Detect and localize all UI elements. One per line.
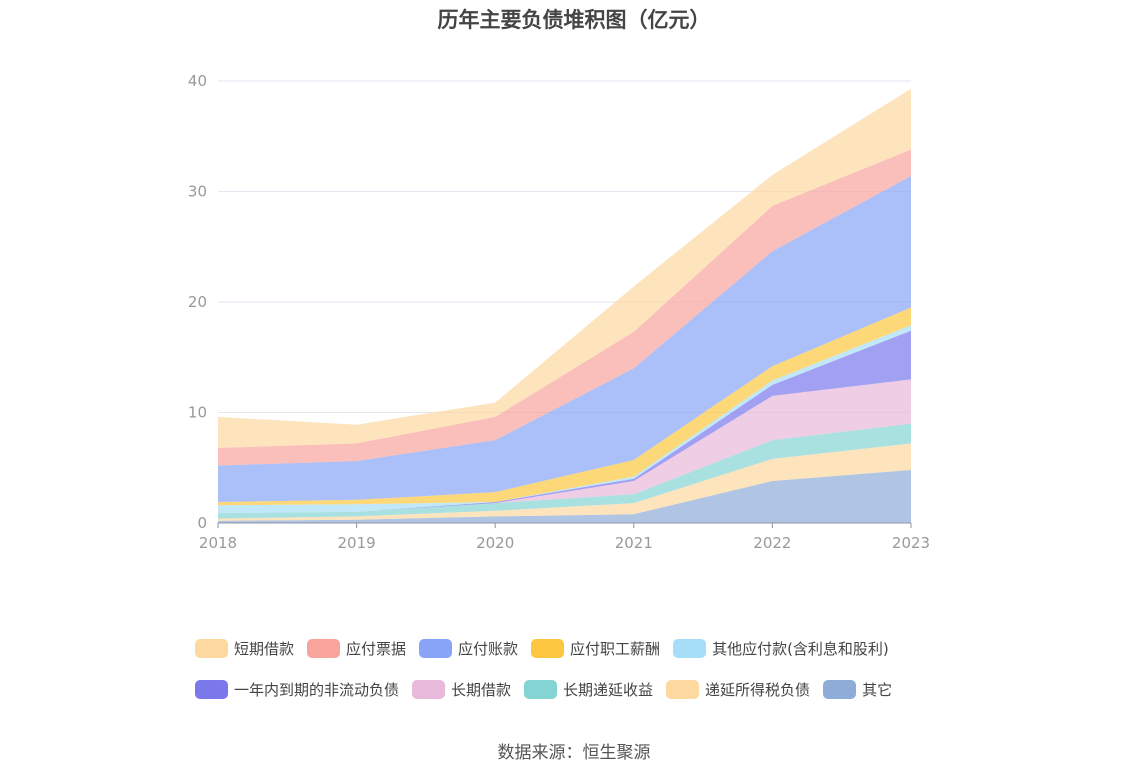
legend-label: 短期借款 [234,639,295,658]
legend-swatch [531,638,565,658]
legend-label: 递延所得税负债 [705,680,811,699]
chart-title: 历年主要负债堆积图（亿元） [437,8,711,32]
area-长期递延收益 [218,423,911,519]
legend-row: 一年内到期的非流动负债 长期借款 长期递延收益 递延所得税负债 其它 [195,678,975,700]
legend-swatch [666,679,700,699]
legend-swatch [195,638,228,658]
y-tick-label: 20 [188,293,207,311]
legend-item[interactable]: 其他应付款(含利息和股利) [673,638,889,659]
legend-label: 应付票据 [346,639,407,658]
legend-swatch [419,638,453,658]
legend-swatch [195,679,228,699]
axes: 0 10 20 30 40 2018 2019 2020 2021 2022 2023 [188,72,930,552]
x-tick-label: 2023 [892,534,930,552]
legend-label: 长期递延收益 [563,680,654,699]
y-tick-label: 40 [188,72,207,90]
legend-swatch [823,679,857,699]
legend-item[interactable]: 一年内到期的非流动负债 [195,679,399,700]
legend: 短期借款 应付票据 应付账款 应付职工薪酬 其他应付款(含利息和股利) 一年内到期的非流动… [195,637,975,719]
data-source: 数据来源：恒生聚源 [497,743,651,763]
area-其它 [218,470,911,523]
legend-label: 一年内到期的非流动负债 [234,680,400,699]
legend-swatch [673,638,707,658]
legend-item[interactable]: 递延所得税负债 [666,679,810,700]
legend-item[interactable]: 应付职工薪酬 [531,638,660,659]
stacked-area-chart: 0 10 20 30 40 2018 2019 2020 2021 2022 2023 [188,72,930,552]
legend-item[interactable]: 应付账款 [419,638,518,659]
x-tick-label: 2022 [753,534,791,552]
legend-label: 应付账款 [458,639,519,658]
x-tick-label: 2020 [476,534,514,552]
legend-item[interactable]: 应付票据 [307,638,406,659]
y-tick-label: 10 [188,404,207,422]
legend-item[interactable]: 短期借款 [195,638,294,659]
area-series [218,88,911,523]
x-tick-label: 2018 [199,534,237,552]
legend-item[interactable]: 长期借款 [412,679,511,700]
y-tick-label: 30 [188,183,207,201]
x-tick-label: 2019 [338,534,376,552]
legend-swatch [307,638,341,658]
legend-swatch [412,679,446,699]
legend-label: 应付职工薪酬 [570,639,661,658]
area-应付票据 [218,149,911,466]
area-应付账款 [218,176,911,502]
legend-item[interactable]: 其它 [823,679,892,700]
legend-label: 其他应付款(含利息和股利) [712,639,889,658]
legend-label: 其它 [862,680,893,699]
legend-item[interactable]: 长期递延收益 [524,679,653,700]
x-tick-label: 2021 [615,534,653,552]
area-长期借款 [218,379,911,514]
legend-label: 长期借款 [451,680,512,699]
legend-row: 短期借款 应付票据 应付账款 应付职工薪酬 其他应付款(含利息和股利) [195,637,975,659]
legend-swatch [524,679,558,699]
y-tick-label: 0 [197,514,207,532]
